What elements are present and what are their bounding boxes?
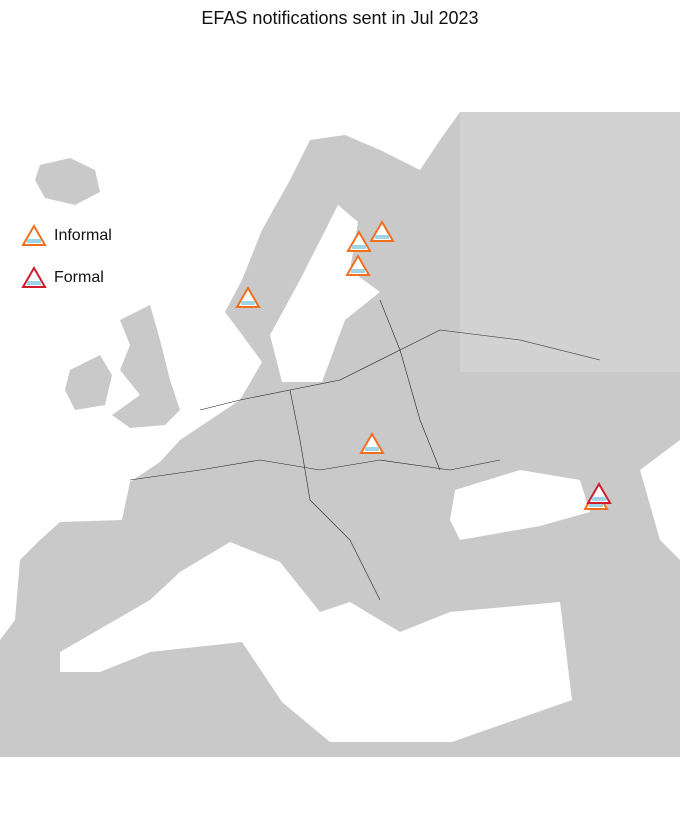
borders	[129, 459, 501, 481]
ireland	[65, 355, 112, 410]
britain	[112, 305, 180, 428]
black-sea	[450, 470, 590, 540]
borders	[289, 389, 381, 601]
title: EFAS notifications sent in Jul 2023	[201, 8, 478, 28]
map	[0, 112, 680, 757]
legend-label: Formal	[54, 269, 104, 286]
borders	[199, 329, 601, 411]
land-east	[460, 112, 680, 372]
atlantic	[0, 112, 460, 640]
iceland	[35, 158, 100, 205]
legend-label: Informal	[54, 227, 112, 244]
mediterranean	[60, 542, 572, 742]
borders	[379, 299, 441, 471]
caspian	[640, 440, 680, 560]
legend: Informal Formal	[22, 225, 112, 288]
